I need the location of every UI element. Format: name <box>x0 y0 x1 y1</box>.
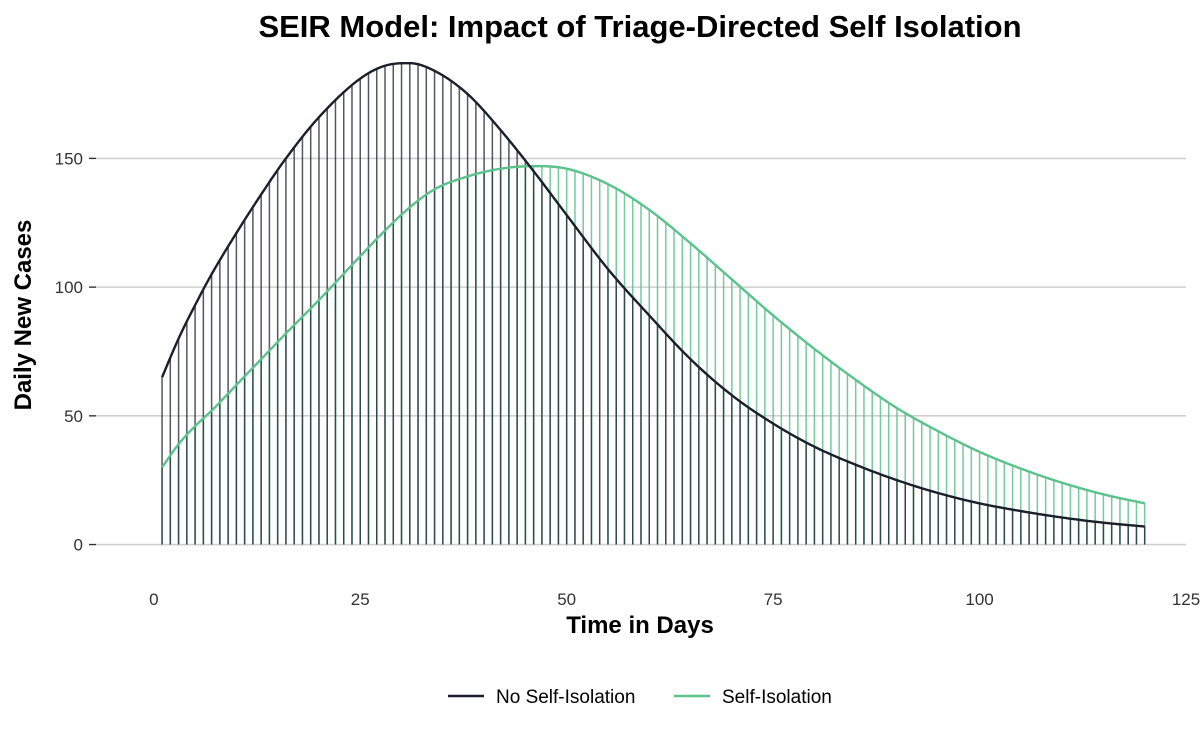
y-tick-label: 0 <box>74 536 83 555</box>
x-tick-label: 25 <box>351 590 370 609</box>
y-tick-label: 100 <box>55 278 83 297</box>
y-tick-label: 50 <box>64 407 83 426</box>
no-self-isolation-line <box>160 61 1145 528</box>
legend: No Self-Isolation Self-Isolation <box>448 687 832 708</box>
x-axis-title: Time in Days <box>566 612 714 639</box>
y-tick-label: 150 <box>55 149 83 168</box>
no-self-isolation-hatch-layer <box>161 63 1146 545</box>
self-isolation-line <box>161 164 1145 505</box>
series-lines-layer <box>160 61 1145 528</box>
x-tick-label: 0 <box>149 590 158 609</box>
self-isolation-hatch-layer <box>161 166 1146 545</box>
x-tick-label: 100 <box>965 590 993 609</box>
legend-no-self-isolation-label: No Self-Isolation <box>496 687 635 708</box>
x-tick-label: 75 <box>764 590 783 609</box>
y-axis-title: Daily New Cases <box>10 220 37 411</box>
x-tick-label: 125 <box>1172 590 1200 609</box>
x-tick-label: 50 <box>557 590 576 609</box>
legend-self-isolation-label: Self-Isolation <box>722 687 832 708</box>
axis-ticks-layer: 0 50 100 150 0 25 50 75 100 125 <box>55 149 1200 609</box>
chart-title: SEIR Model: Impact of Triage-Directed Se… <box>258 9 1021 44</box>
